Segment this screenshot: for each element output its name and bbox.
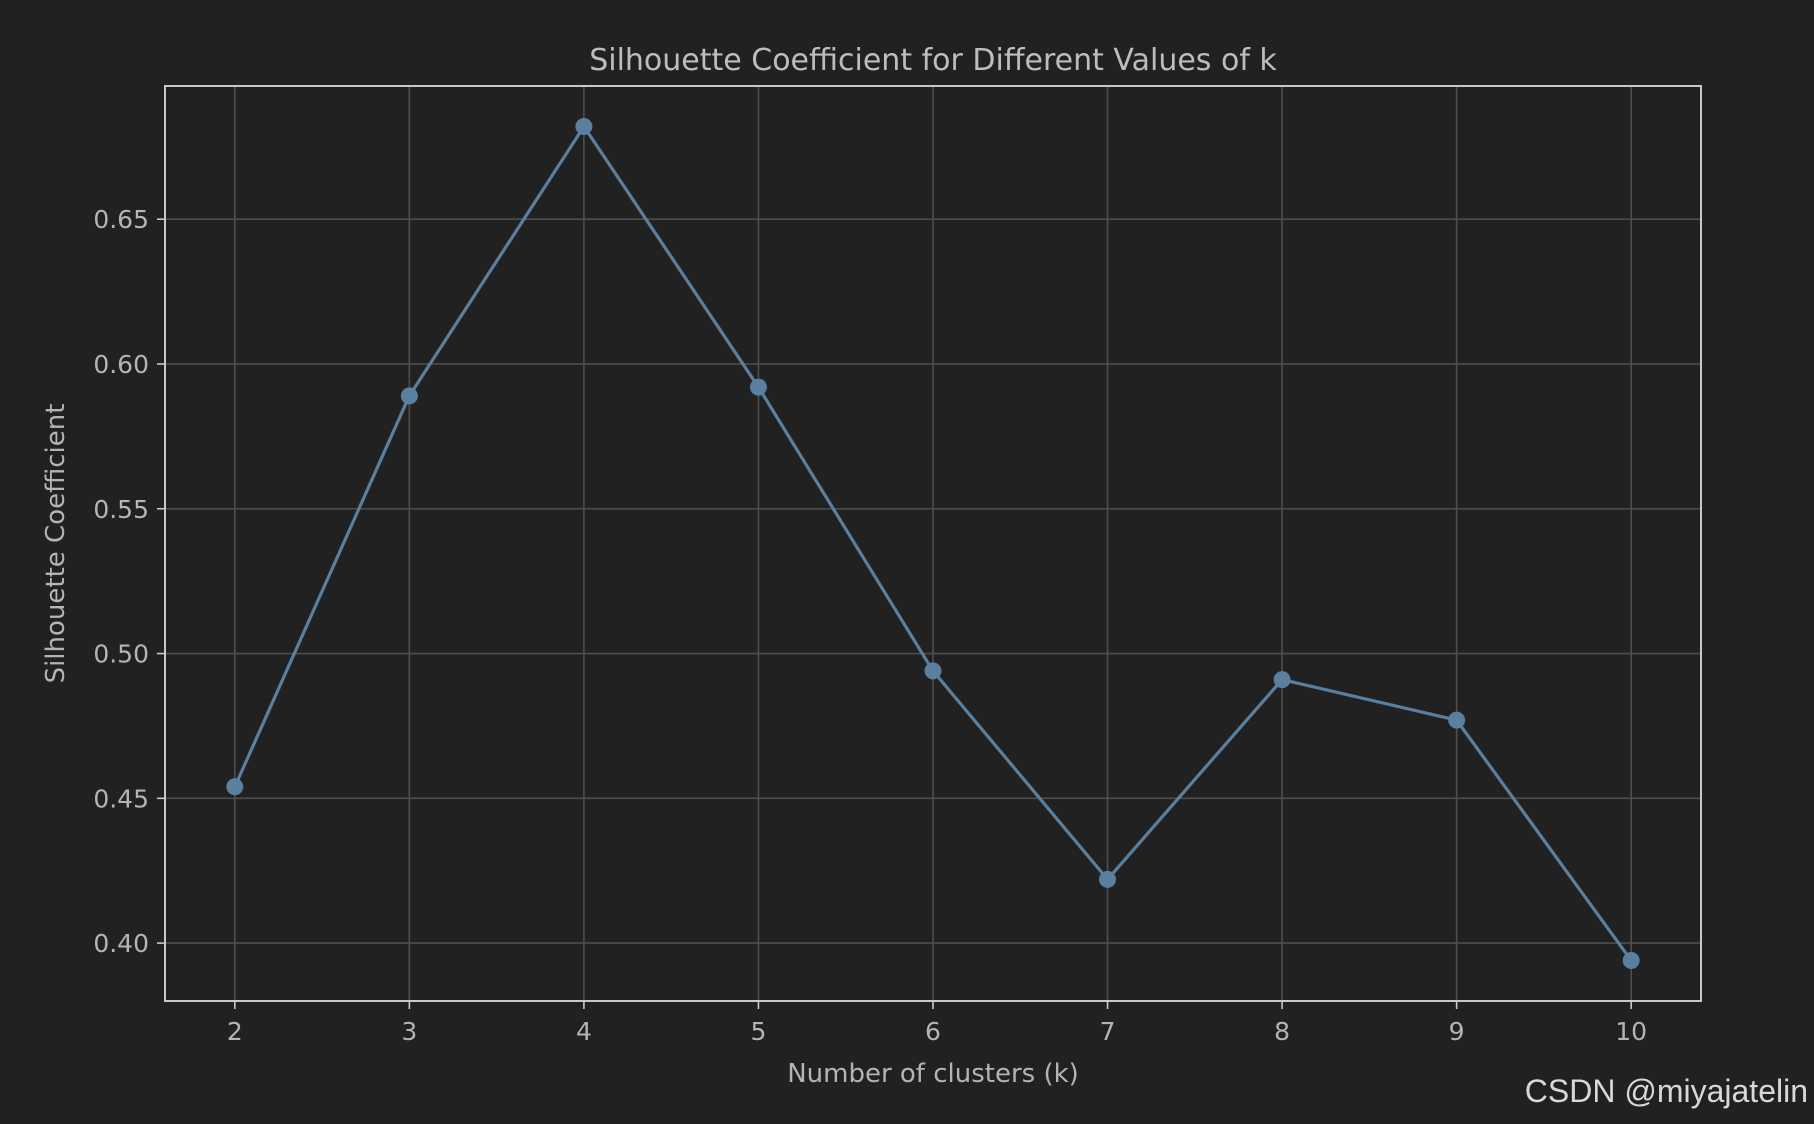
data-point-marker xyxy=(1622,951,1640,969)
watermark-text: CSDN @miyajatelin xyxy=(1525,1073,1808,1109)
y-axis-ticks: 0.40 0.45 0.50 0.55 0.60 0.65 xyxy=(93,205,165,958)
data-point-marker xyxy=(749,378,767,396)
data-point-marker xyxy=(1099,870,1117,888)
chart-title: Silhouette Coefficient for Different Val… xyxy=(589,43,1277,78)
x-tick-label: 8 xyxy=(1274,1017,1290,1046)
data-point-marker xyxy=(400,387,418,405)
data-point-marker xyxy=(226,778,244,796)
series-layer xyxy=(226,118,1640,969)
data-point-marker xyxy=(575,118,593,136)
x-tick-label: 9 xyxy=(1449,1017,1465,1046)
x-tick-label: 10 xyxy=(1615,1017,1647,1046)
grid-lines xyxy=(165,86,1701,1001)
data-point-marker xyxy=(924,662,942,680)
y-tick-label: 0.40 xyxy=(93,929,149,958)
y-tick-label: 0.65 xyxy=(93,205,149,234)
x-tick-label: 2 xyxy=(227,1017,243,1046)
y-tick-label: 0.55 xyxy=(93,495,149,524)
data-point-marker xyxy=(1273,671,1291,689)
data-point-marker xyxy=(1448,711,1466,729)
x-tick-label: 5 xyxy=(751,1017,767,1046)
x-tick-label: 6 xyxy=(925,1017,941,1046)
y-axis-label: Silhouette Coefficient xyxy=(41,404,71,684)
x-tick-label: 3 xyxy=(401,1017,417,1046)
x-axis-label: Number of clusters (k) xyxy=(787,1059,1079,1089)
x-tick-label: 7 xyxy=(1100,1017,1116,1046)
x-tick-label: 4 xyxy=(576,1017,592,1046)
y-tick-label: 0.60 xyxy=(93,350,149,379)
y-tick-label: 0.50 xyxy=(93,640,149,669)
x-axis-ticks: 2 3 4 5 6 7 8 9 10 xyxy=(227,1001,1647,1046)
y-tick-label: 0.45 xyxy=(93,784,149,813)
